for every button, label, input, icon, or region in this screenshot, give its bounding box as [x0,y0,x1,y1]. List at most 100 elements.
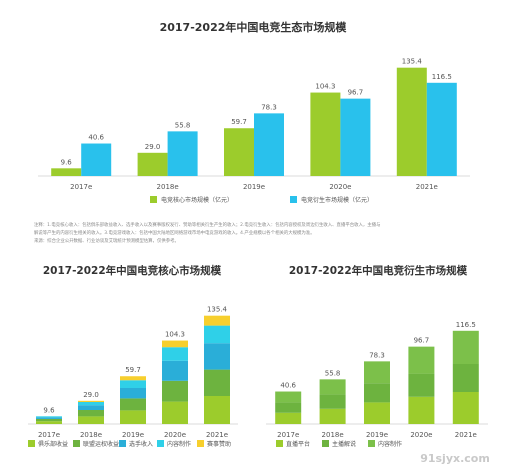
bar-segment [319,379,346,395]
footnotes: 注释：1.电竞核心收入：包括俱乐部收益收入、选手收入以及赛事版权发行、赞助等相关… [34,221,380,244]
legend-label: 电竞核心市场规模（亿元） [161,196,233,204]
legend-swatch [322,440,329,447]
bar-segment [120,388,146,399]
bar-derived [81,143,112,176]
legend-swatch [119,440,126,447]
bar-segment [452,330,479,364]
x-tick-label: 2018e [322,431,344,439]
bar-segment [120,398,146,411]
data-label: 78.3 [261,103,277,111]
legend-label: 选手收入 [129,440,153,448]
total-label: 96.7 [414,337,430,345]
legend-swatch [157,440,164,447]
total-label: 29.0 [83,391,99,399]
x-tick-label: 2021e [455,431,477,439]
bar-segment [364,361,390,384]
legend-swatch [73,440,80,447]
x-tick-label: 2018e [80,431,102,439]
right-chart-title: 2017-2022年中国电竞衍生市场规模 [289,264,468,277]
bar-segment [408,373,435,397]
footnote-line: 来源：综合企业公开数据、行业访谈及艾瑞统计预测模型估算，仅供参考。 [34,237,179,244]
data-label: 55.8 [175,121,191,129]
bar-segment [204,369,230,396]
bar-core [137,152,168,176]
total-label: 104.3 [165,331,185,339]
bar-core [51,168,82,176]
total-label: 40.6 [280,382,296,390]
bar-segment [36,421,62,424]
legend-label: 联盟运权收益 [83,440,119,448]
bar-segment [204,396,230,424]
x-tick-label: 2019e [122,431,144,439]
total-label: 78.3 [369,351,385,359]
x-tick-label: 2017e [38,431,60,439]
bar-segment [162,401,188,424]
footnote-line: 注释：1.电竞核心收入：包括俱乐部收益收入、选手收入以及赛事版权发行、赞助等相关… [34,221,380,228]
total-label: 55.8 [325,369,341,377]
bar-segment [78,405,104,410]
x-tick-label: 2021e [206,431,228,439]
bar-segment [162,360,188,381]
right-legend: 直播平台 主播解说 内容制作 [276,440,402,448]
bar-core [396,67,427,176]
top-legend: 电竞核心市场规模（亿元） 电竞衍生市场规模（亿元） [150,196,373,204]
x-tick-label: 2017e [277,431,299,439]
bar-segment [120,380,146,388]
total-label: 116.5 [456,321,476,329]
top-chart-title: 2017-2022年中国电竞生态市场规模 [160,20,348,34]
x-tick-label: 2018e [157,183,179,191]
bar-segment [162,347,188,361]
bar-segment [162,340,188,348]
left-chart-title: 2017-2022年中国电竞核心市场规模 [43,264,222,277]
bar-segment [204,343,230,370]
legend-label: 内容制作 [378,440,402,448]
bar-core [310,92,341,176]
x-tick-label: 2019e [366,431,388,439]
bar-segment [78,410,104,417]
x-tick-label: 2020e [164,431,186,439]
top-chart: 9.6 40.6 2017e 29.0 55.8 2018e 59.7 78.3 2019e 10… [38,58,470,191]
data-label: 96.7 [348,89,364,97]
x-tick-label: 2017e [70,183,92,191]
legend-label: 直播平台 [286,440,310,448]
x-tick-label: 2020e [329,183,351,191]
bar-segment [162,380,188,402]
data-label: 9.6 [61,158,73,166]
legend-label: 主播解说 [332,440,356,448]
legend-swatch [28,440,35,447]
total-label: 135.4 [207,306,228,314]
bar-segment [78,402,104,406]
bar-segment [319,408,346,424]
bar-derived [340,98,371,176]
data-label: 40.6 [88,134,104,142]
legend-swatch [368,440,375,447]
bar-core [224,128,254,176]
bar-segment [120,410,146,424]
bar-segment [204,325,230,344]
watermark-text: 91sjyx.com [420,452,490,465]
bar-derived [167,131,198,176]
bar-segment [204,315,230,326]
total-label: 9.6 [43,406,55,414]
bar-segment [120,376,146,381]
legend-label: 电竞衍生市场规模（亿元） [301,196,373,204]
bar-derived [426,82,457,176]
legend-swatch [290,196,297,203]
bar-segment [36,418,62,422]
bar-segment [364,402,390,424]
bar-segment [408,396,435,424]
x-tick-label: 2021e [416,183,438,191]
x-tick-label: 2019e [243,183,265,191]
bar-segment [36,416,62,418]
total-label: 59.7 [125,366,141,374]
bar-segment [78,400,104,402]
data-label: 135.4 [402,58,423,66]
bar-segment [36,417,62,419]
data-label: 104.3 [315,83,335,91]
data-label: 29.0 [145,143,161,151]
bar-segment [408,346,435,374]
bar-segment [364,383,390,403]
legend-swatch [197,440,204,447]
